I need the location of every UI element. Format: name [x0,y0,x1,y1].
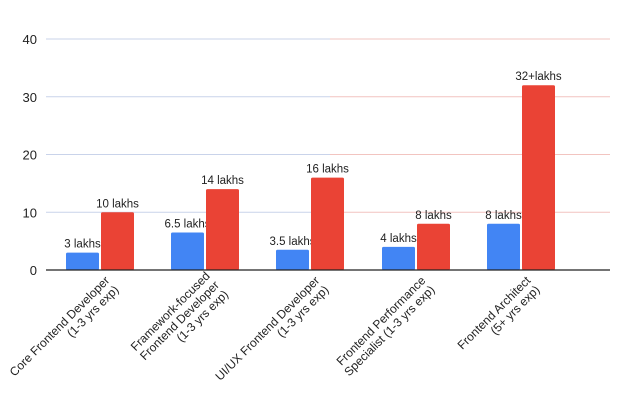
data-label: 3.5 lakhs [269,236,315,248]
data-label: 16 lakhs [306,164,349,176]
y-tick-label: 10 [23,205,37,220]
bar-blue [66,252,99,270]
bar-red [101,212,134,270]
x-tick-label: Frontend Architect(5+ yrs exp) [455,273,543,361]
data-label: 6.5 lakhs [164,218,210,230]
x-tick-label: Frontend PerformanceSpecialist (1-3 yrs … [332,273,438,379]
data-label: 4 lakhs [380,233,417,245]
y-tick-label: 0 [30,263,37,278]
x-tick-label-line: Core Frontend Developer [7,273,113,379]
data-label: 10 lakhs [96,198,139,210]
x-tick-label-line: Specialist (1-3 yrs exp) [341,283,437,379]
bar-blue [276,249,309,270]
data-label: 32+lakhs [515,71,562,83]
data-label: 14 lakhs [201,175,244,187]
x-tick-label: Core Frontend Developer(1-3 yrs exp) [7,273,122,388]
bar-blue [171,232,204,270]
x-tick-label-line: UI/UX Frontend Developer [212,273,322,383]
bar-red [206,189,239,270]
bar-red [522,85,555,270]
bar-blue [382,246,415,270]
data-label: 8 lakhs [415,210,452,222]
y-tick-label: 40 [23,32,37,47]
bar-red [417,223,450,270]
x-tick-label-line: Frontend Performance [334,273,429,368]
data-label: 3 lakhs [64,239,101,251]
bar-blue [487,223,520,270]
y-tick-label: 30 [23,90,37,105]
data-label: 8 lakhs [485,210,522,222]
x-tick-label: UI/UX Frontend Developer(1-3 yrs exp) [212,273,331,392]
bar-red [311,177,344,270]
x-tick-label: Framework-focusedFrontend Developer(1-3 … [128,269,231,372]
x-tick-label-line: Frontend Developer [137,278,222,363]
y-tick-label: 20 [23,148,37,163]
